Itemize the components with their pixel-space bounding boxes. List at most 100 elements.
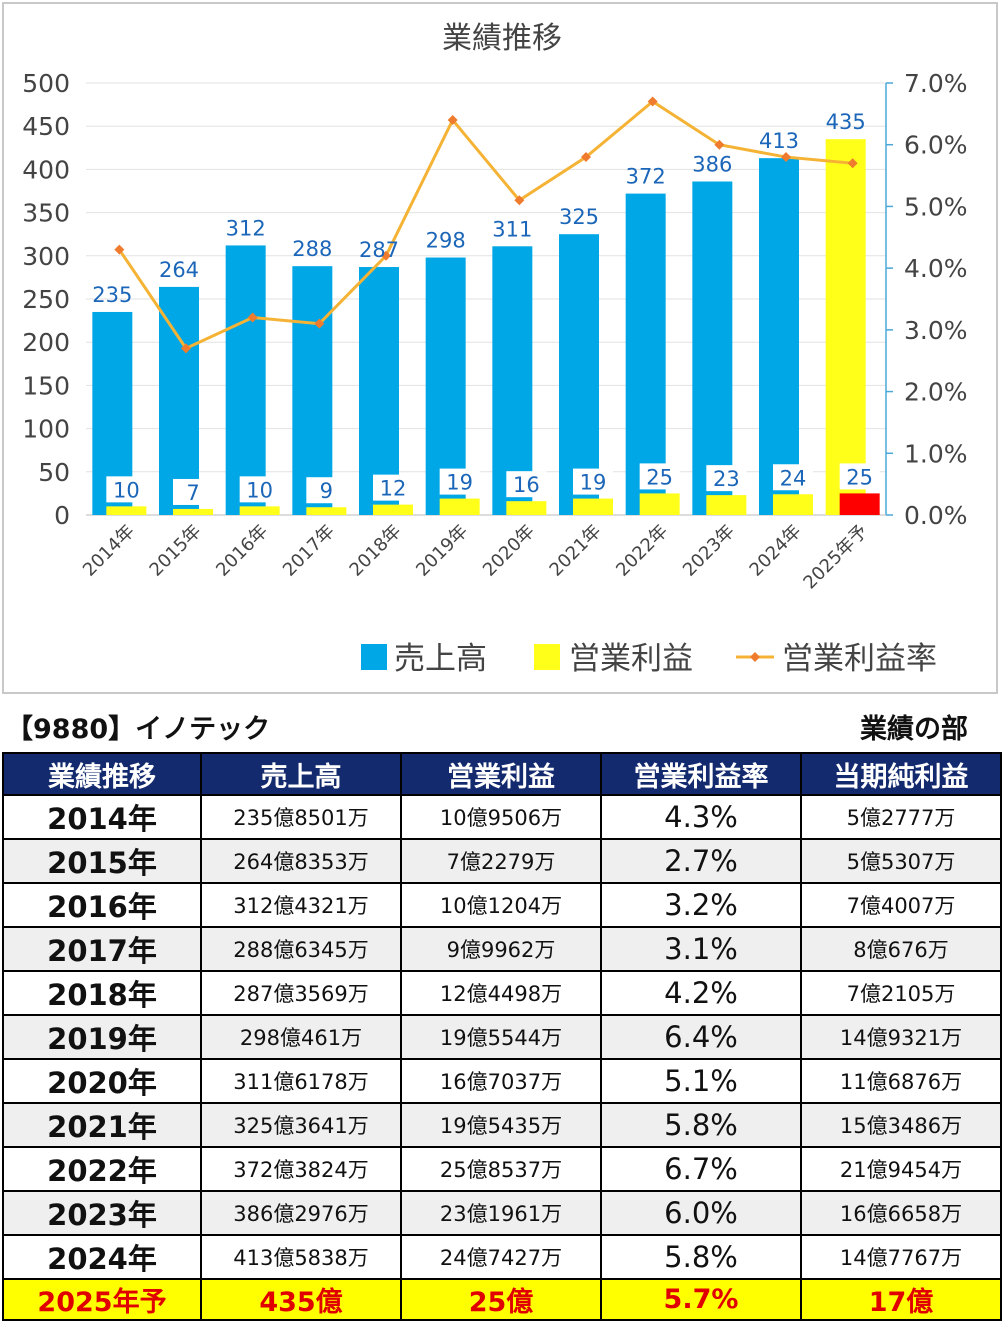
operating-profit-bar (639, 493, 680, 515)
operating-profit-bar (306, 507, 347, 515)
cell-operating-profit: 24億7427万 (400, 1234, 602, 1280)
sales-data-label: 413 (759, 129, 799, 153)
table-row-forecast: 2025年予 435億 25億 5.7% 17億 (2, 1278, 1002, 1321)
cell-sales: 298億461万 (200, 1014, 402, 1060)
x-axis-tick-label: 2019年 (412, 521, 472, 581)
operating-margin-point (181, 343, 191, 354)
cell-operating-margin: 5.7% (600, 1278, 802, 1321)
cell-sales: 288億6345万 (200, 926, 402, 972)
sales-data-label: 288 (292, 237, 332, 261)
x-axis-tick-label: 2021年 (546, 521, 606, 581)
sales-bar (759, 158, 799, 515)
chart-panel: 業績推移 0 50 100 150 200 250 300 350 400 450 500 0.0% 1.… (2, 2, 998, 694)
y-axis-tick-label: 450 (22, 112, 70, 141)
table-row: 2020年 311億6178万 16億7037万 5.1% 11億6876万 (2, 1058, 1002, 1104)
cell-period: 2018年 (2, 970, 202, 1016)
sales-bar (359, 267, 399, 515)
col-header-sales: 売上高 (200, 752, 402, 796)
cell-operating-margin: 6.4% (600, 1014, 802, 1060)
table-row: 2024年 413億5838万 24億7427万 5.8% 14億7767万 (2, 1234, 1002, 1280)
operating-profit-label-bg (239, 476, 280, 503)
operating-margin-point (447, 115, 458, 126)
y2-axis-tick-label: 5.0% (904, 192, 968, 221)
sales-data-label: 435 (826, 110, 866, 134)
performance-table: 業績推移 売上高 営業利益 営業利益率 当期純利益 2014年 235億8501万… (2, 752, 1002, 1321)
company-name: 【9880】イノテック (6, 714, 271, 745)
legend-swatch-operating-profit (534, 644, 560, 670)
cell-operating-profit: 7億2279万 (400, 838, 602, 884)
cell-net-income: 16億6658万 (800, 1190, 1002, 1236)
y-axis-tick-label: 400 (22, 155, 70, 184)
table-row: 2023年 386億2976万 23億1961万 6.0% 16億6658万 (2, 1190, 1002, 1236)
x-axis-tick-label: 2022年 (612, 521, 672, 581)
cell-net-income: 7億4007万 (800, 882, 1002, 928)
sales-data-label: 235 (92, 283, 132, 307)
sales-bar (225, 245, 266, 515)
cell-net-income: 14億9321万 (800, 1014, 1002, 1060)
operating-margin-point (381, 250, 391, 261)
cell-sales: 435億 (200, 1278, 402, 1321)
cell-period: 2024年 (2, 1234, 202, 1280)
cell-period: 2015年 (2, 838, 202, 884)
sales-data-label: 386 (692, 152, 732, 176)
operating-profit-bar (373, 504, 413, 515)
operating-profit-label-bg (506, 471, 547, 498)
cell-operating-margin: 5.1% (600, 1058, 802, 1104)
cell-operating-margin: 3.2% (600, 882, 802, 928)
y-axis-tick-label: 100 (22, 415, 70, 444)
operating-profit-data-label: 23 (713, 467, 740, 491)
operating-profit-bar (439, 498, 480, 515)
cell-operating-profit: 9億9962万 (400, 926, 602, 972)
chart-title: 業績推移 (442, 21, 562, 56)
cell-operating-margin: 3.1% (600, 926, 802, 972)
legend-label-sales: 売上高 (394, 641, 487, 677)
sales-bar (559, 234, 599, 515)
cell-period: 2025年予 (2, 1278, 202, 1321)
operating-profit-data-label: 24 (780, 466, 807, 490)
y-axis-tick-label: 250 (22, 285, 70, 314)
cell-period: 2014年 (2, 794, 202, 840)
sales-data-label: 287 (359, 238, 399, 262)
y-axis-tick-label: 0 (54, 501, 70, 530)
cell-sales: 413億5838万 (200, 1234, 402, 1280)
cell-net-income: 14億7767万 (800, 1234, 1002, 1280)
y2-axis-tick-label: 1.0% (904, 439, 968, 468)
operating-profit-data-label: 25 (646, 465, 673, 489)
cell-operating-profit: 25億 (400, 1278, 602, 1321)
operating-profit-label-bg (639, 463, 680, 490)
cell-net-income: 17億 (800, 1278, 1002, 1321)
y-axis-tick-label: 350 (22, 199, 70, 228)
sales-data-label: 298 (426, 229, 466, 253)
cell-period: 2022年 (2, 1146, 202, 1192)
x-axis-tick-label: 2017年 (279, 521, 339, 581)
cell-period: 2019年 (2, 1014, 202, 1060)
operating-margin-point (647, 96, 658, 107)
table-row: 2014年 235億8501万 10億9506万 4.3% 5億2777万 (2, 794, 1002, 840)
cell-sales: 325億3641万 (200, 1102, 402, 1148)
cell-net-income: 5億5307万 (800, 838, 1002, 884)
cell-operating-profit: 12億4498万 (400, 970, 602, 1016)
x-axis-tick-label: 2020年 (479, 521, 539, 581)
sales-data-label: 372 (626, 165, 666, 189)
x-axis-tick-label: 2024年 (746, 521, 806, 581)
y-axis-tick-label: 150 (22, 371, 70, 400)
x-axis-tick-label: 2016年 (212, 521, 272, 581)
cell-operating-margin: 6.0% (600, 1190, 802, 1236)
sales-data-label: 325 (559, 205, 599, 229)
operating-profit-data-label: 16 (513, 473, 540, 497)
x-axis-tick-label: 2015年 (146, 521, 206, 581)
cell-operating-profit: 16億7037万 (400, 1058, 602, 1104)
col-header-operating-margin: 営業利益率 (600, 752, 802, 796)
operating-profit-bar (573, 498, 613, 515)
y2-axis-tick-label: 0.0% (904, 501, 968, 530)
sales-bar (492, 246, 533, 515)
operating-profit-label-bg (306, 477, 347, 504)
cell-sales: 235億8501万 (200, 794, 402, 840)
cell-net-income: 5億2777万 (800, 794, 1002, 840)
y2-axis-tick-label: 2.0% (904, 378, 968, 407)
operating-profit-label-bg (373, 474, 413, 501)
operating-margin-point (114, 244, 125, 255)
operating-profit-label-bg (106, 476, 147, 503)
operating-margin-point (847, 158, 858, 169)
table-row: 2019年 298億461万 19億5544万 6.4% 14億9321万 (2, 1014, 1002, 1060)
